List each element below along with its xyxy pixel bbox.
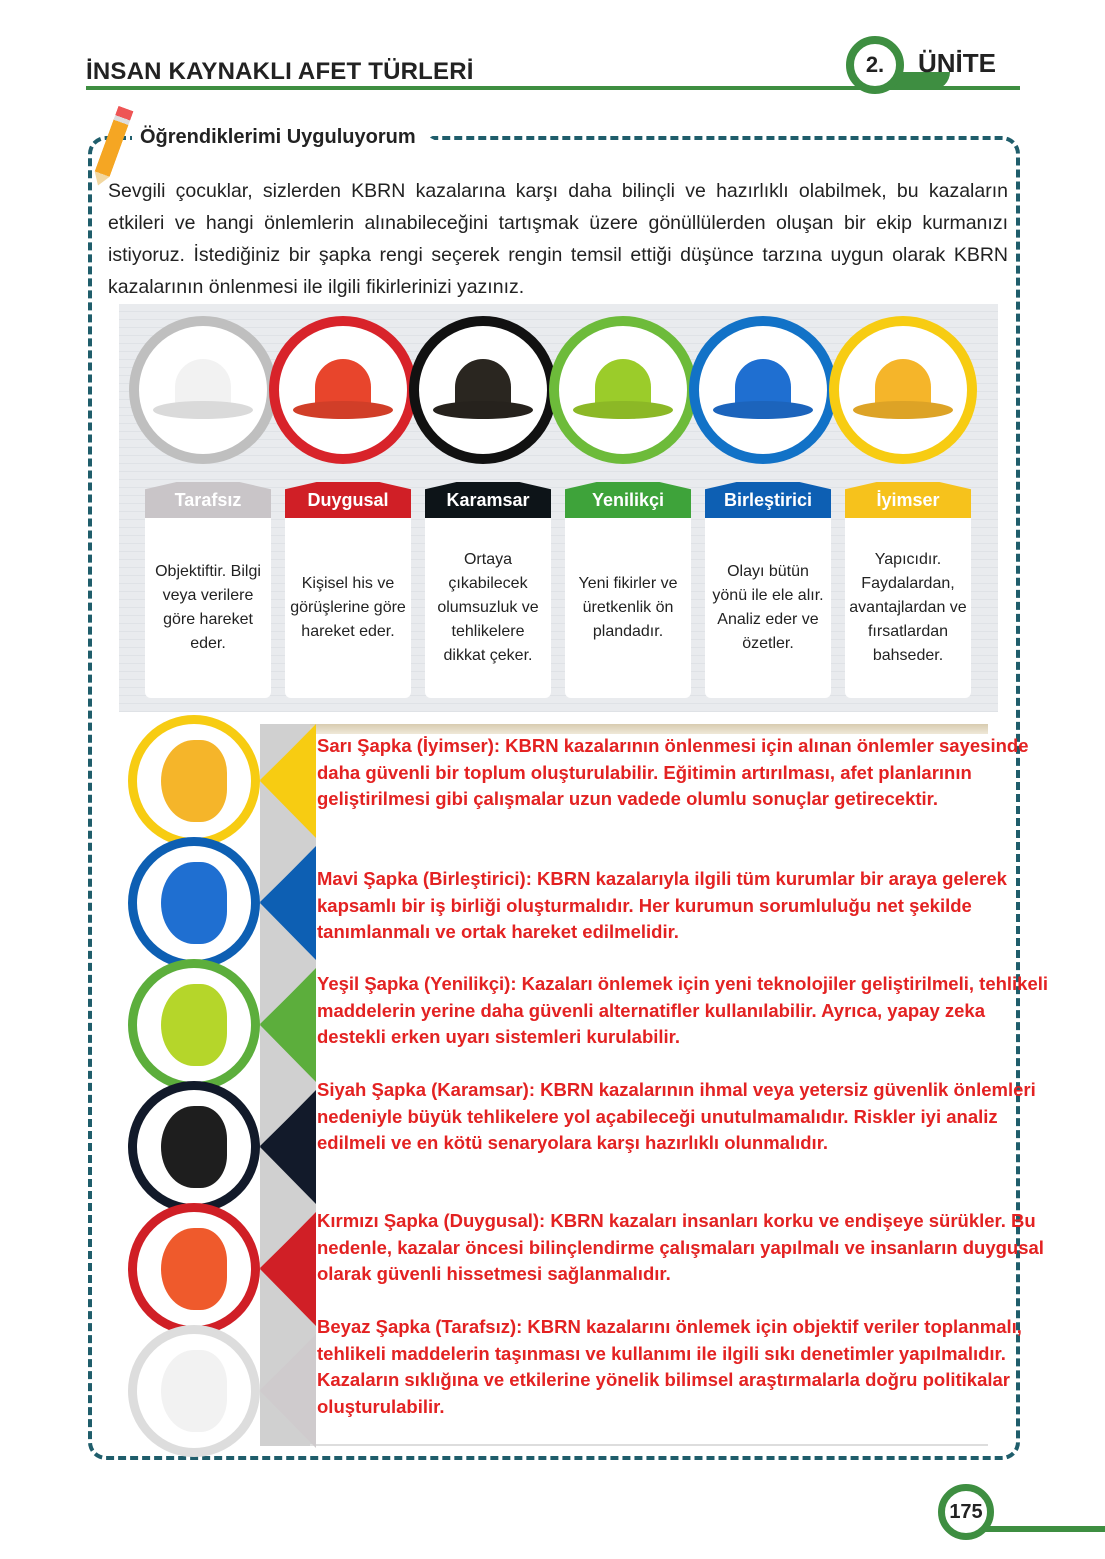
hat-card: Birleştirici Olayı bütün yönü ile ele al… xyxy=(689,304,837,704)
unit-label: ÜNİTE xyxy=(918,48,996,78)
hat-icon xyxy=(161,984,227,1066)
section-title: Öğrendiklerimi Uyguluyorum xyxy=(132,124,456,151)
hat-icon xyxy=(161,740,227,822)
hat-label: İyimser xyxy=(845,482,971,518)
hats-infographic: Tarafsız Objektiftir. Bilgi veya veriler… xyxy=(119,304,998,712)
hat-ring xyxy=(128,1325,260,1457)
unit-number: 2. xyxy=(846,36,904,94)
answer-text: Siyah Şapka (Karamsar): KBRN kazalarının… xyxy=(317,1079,1036,1153)
hat-icon xyxy=(573,359,673,421)
hat-icon xyxy=(161,1106,227,1188)
hat-icon xyxy=(153,359,253,421)
hat-card: Tarafsız Objektiftir. Bilgi veya veriler… xyxy=(129,304,277,704)
activity-box xyxy=(88,136,1020,1460)
answer-text: Beyaz Şapka (Tarafsız): KBRN kazalarını … xyxy=(317,1316,1022,1417)
hat-ring xyxy=(829,316,977,464)
hat-icon xyxy=(433,359,533,421)
answer-color-band xyxy=(260,724,316,1446)
intro-paragraph: Sevgili çocuklar, sizlerden KBRN kazalar… xyxy=(108,180,1008,298)
hat-description: Yeni fikirler ve üretkenlik ön plandadır… xyxy=(565,518,691,698)
page-number: 175 xyxy=(938,1484,994,1540)
hat-description: Kişisel his ve görüşlerine göre hareket … xyxy=(285,518,411,698)
answer-text: Kırmızı Şapka (Duygusal): KBRN kazaları … xyxy=(317,1210,1044,1284)
hat-card: İyimser Yapıcıdır. Faydalardan, avantajl… xyxy=(829,304,977,704)
hat-ring xyxy=(269,316,417,464)
hat-description: Objektiftir. Bilgi veya verilere göre ha… xyxy=(145,518,271,698)
hat-icon xyxy=(161,1350,227,1432)
hat-icon xyxy=(293,359,393,421)
answers-bottom-line xyxy=(310,1444,988,1446)
hat-description: Yapıcıdır. Faydalardan, avantajlardan ve… xyxy=(845,518,971,698)
hat-label: Tarafsız xyxy=(145,482,271,518)
header-rule xyxy=(86,86,1020,90)
hat-ring xyxy=(128,1081,260,1213)
hat-ring xyxy=(128,959,260,1091)
hat-icon xyxy=(161,862,227,944)
hat-ring xyxy=(128,837,260,969)
hat-card: Yenilikçi Yeni fikirler ve üretkenlik ön… xyxy=(549,304,697,704)
hat-card: Duygusal Kişisel his ve görüşlerine göre… xyxy=(269,304,417,704)
hat-ring xyxy=(128,1203,260,1335)
hat-label: Duygusal xyxy=(285,482,411,518)
hat-label: Birleştirici xyxy=(705,482,831,518)
answer-text: Sarı Şapka (İyimser): KBRN kazalarının ö… xyxy=(317,735,1029,809)
hat-label: Karamsar xyxy=(425,482,551,518)
hat-ring xyxy=(129,316,277,464)
hat-card: Karamsar Ortaya çıkabilecek olumsuzluk v… xyxy=(409,304,557,704)
hat-ring xyxy=(409,316,557,464)
hat-icon xyxy=(161,1228,227,1310)
page-title: İNSAN KAYNAKLI AFET TÜRLERİ xyxy=(86,58,474,85)
hat-ring xyxy=(689,316,837,464)
hat-description: Ortaya çıkabilecek olumsuzluk ve tehlike… xyxy=(425,518,551,698)
answers-top-bar xyxy=(310,724,988,734)
hat-icon xyxy=(853,359,953,421)
hat-ring xyxy=(549,316,697,464)
hat-description: Olayı bütün yönü ile ele alır. Analiz ed… xyxy=(705,518,831,698)
answer-text: Yeşil Şapka (Yenilikçi): Kazaları önleme… xyxy=(317,973,1049,1047)
hat-ring xyxy=(128,715,260,847)
hat-icon xyxy=(713,359,813,421)
answer-text: Mavi Şapka (Birleştirici): KBRN kazaları… xyxy=(317,868,1007,942)
hat-label: Yenilikçi xyxy=(565,482,691,518)
page-number-tail xyxy=(985,1526,1105,1532)
